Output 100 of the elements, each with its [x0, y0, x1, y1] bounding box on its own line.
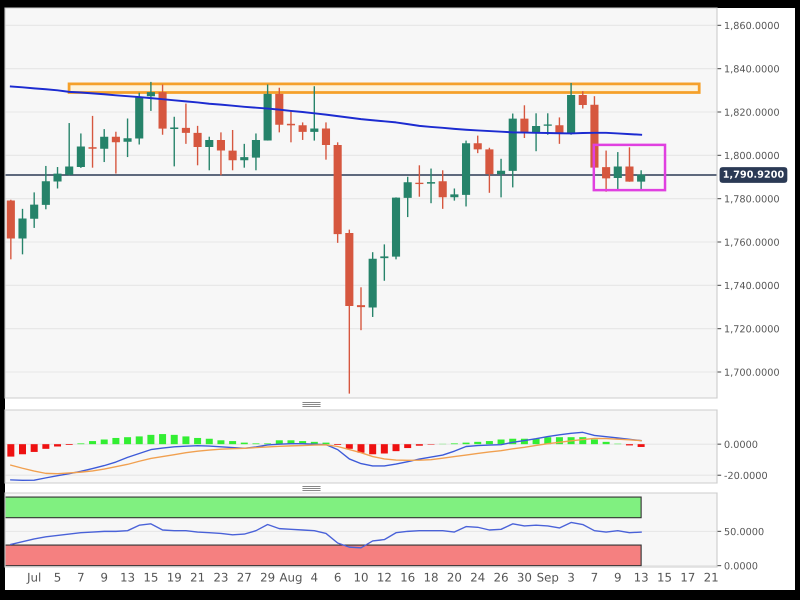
bar — [380, 444, 388, 454]
x-tick-label: 24 — [471, 572, 485, 582]
candlestick — [544, 112, 552, 136]
candlestick — [415, 164, 424, 198]
x-tick-label: 16 — [401, 572, 414, 582]
candlestick — [356, 286, 366, 331]
y-tick-label: 1,780.0000 — [725, 195, 779, 204]
candlestick — [298, 122, 307, 141]
candlestick — [614, 151, 622, 191]
x-tick-label: 29 — [260, 572, 274, 582]
x-tick-label: 5 — [54, 572, 60, 582]
candlestick — [112, 131, 120, 174]
bar — [358, 444, 364, 453]
bar — [159, 434, 166, 444]
candlestick — [252, 132, 260, 171]
candlestick — [380, 244, 388, 282]
bar — [170, 434, 178, 444]
candlestick — [65, 122, 74, 176]
bar — [7, 444, 14, 457]
bar — [100, 440, 108, 444]
x-tick-label: 26 — [494, 572, 508, 582]
candlestick — [182, 102, 190, 145]
x-tick-label: 18 — [424, 572, 438, 582]
x-tick-label: 10 — [354, 572, 368, 582]
candlestick — [205, 136, 214, 171]
candlestick — [404, 176, 412, 218]
x-tick-label: 19 — [168, 572, 181, 582]
y-tick-label: 1,800.0000 — [725, 152, 779, 160]
x-tick-label: 13 — [121, 572, 134, 582]
bar — [42, 444, 50, 449]
candlestick — [450, 188, 458, 202]
x-tick-label: 12 — [378, 572, 391, 582]
candlestick — [625, 146, 634, 182]
candlestick — [310, 86, 318, 142]
x-tick-label: 17 — [682, 572, 694, 582]
x-tick-label: 9 — [614, 572, 621, 582]
y-tick-label: 1,840.0000 — [725, 65, 779, 74]
candlestick — [88, 115, 97, 168]
line-series — [10, 432, 642, 482]
candlestick — [228, 129, 237, 171]
bar — [404, 444, 412, 448]
candlestick — [30, 192, 38, 229]
y-tick-label: 1,720.0000 — [725, 325, 779, 334]
bar — [182, 436, 190, 444]
candlestick — [18, 208, 27, 256]
bar — [638, 444, 645, 447]
x-tick-label: 9 — [101, 572, 108, 582]
bar — [392, 444, 400, 452]
candlestick — [146, 81, 155, 112]
candlestick — [170, 116, 178, 168]
bar — [486, 441, 493, 444]
bar — [194, 438, 202, 444]
candlestick — [42, 165, 50, 210]
bar — [124, 437, 132, 444]
candlestick — [76, 132, 85, 169]
candlestick — [124, 118, 132, 158]
bar — [30, 444, 38, 452]
bar — [136, 436, 143, 444]
candlestick — [322, 122, 330, 160]
candlestick — [286, 110, 296, 144]
bar — [89, 441, 96, 444]
candlestick — [637, 170, 646, 191]
x-tick-label: 21 — [190, 572, 204, 582]
candlestick — [474, 134, 482, 154]
x-tick-label: 27 — [238, 572, 251, 582]
x-tick-label: 4 — [311, 572, 318, 582]
bar — [217, 440, 224, 444]
y-tick-label: 50.0000 — [724, 528, 764, 536]
x-tick-label: Sep — [537, 572, 558, 584]
candlestick — [438, 170, 447, 210]
bar — [147, 434, 154, 444]
bar — [590, 440, 598, 444]
candlestick — [578, 90, 587, 110]
x-tick-label: 23 — [214, 572, 228, 582]
x-tick-label: 15 — [144, 572, 158, 582]
x-tick-label: 20 — [448, 572, 462, 582]
bar — [229, 441, 236, 444]
candlestick — [520, 104, 528, 139]
bar — [369, 444, 376, 454]
candlestick — [100, 128, 108, 163]
y-tick-label: 1,860.0000 — [725, 22, 779, 30]
bar — [112, 438, 120, 444]
candlestick — [240, 143, 248, 168]
candlestick — [194, 125, 202, 166]
x-tick-label: 6 — [334, 572, 341, 582]
candlestick — [53, 166, 62, 190]
bar — [206, 438, 213, 444]
y-tick-label: -20.0000 — [724, 472, 768, 480]
line-series — [10, 85, 642, 136]
bar — [346, 444, 353, 449]
y-tick-label: 1,760.0000 — [725, 238, 779, 247]
candlestick — [497, 158, 506, 198]
bar — [498, 440, 505, 444]
x-tick-label: 30 — [518, 572, 532, 582]
candlestick — [485, 147, 494, 194]
x-tick-label: 3 — [568, 572, 574, 582]
x-tick-label: Aug — [280, 572, 302, 584]
y-tick-label: 1,820.0000 — [725, 108, 779, 117]
y-tick-label: 0.0000 — [724, 440, 758, 448]
candlestick — [216, 132, 225, 176]
